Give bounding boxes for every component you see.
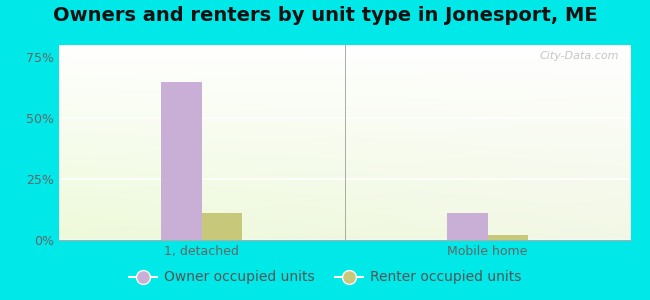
Text: City-Data.com: City-Data.com	[540, 51, 619, 61]
Legend: Owner occupied units, Renter occupied units: Owner occupied units, Renter occupied un…	[124, 265, 526, 290]
Text: Owners and renters by unit type in Jonesport, ME: Owners and renters by unit type in Jones…	[53, 6, 597, 25]
Bar	[202, 213, 242, 240]
Bar	[488, 235, 528, 240]
Bar	[161, 82, 202, 240]
Bar	[447, 213, 488, 240]
